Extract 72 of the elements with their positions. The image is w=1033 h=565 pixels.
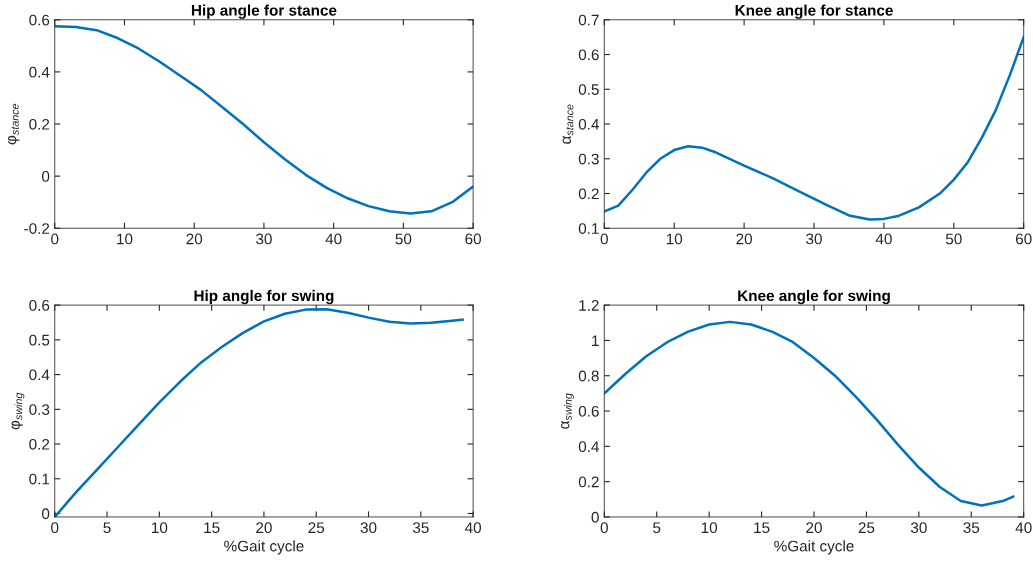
x-tick-label: 20 [736, 233, 752, 245]
y-axis-title: α$_{swing}$ [561, 393, 574, 429]
x-tick-label: 10 [152, 522, 168, 534]
x-tick-label: 50 [945, 233, 962, 245]
x-tick-label: 35 [963, 522, 980, 534]
y-tick-label: -0.2 [24, 223, 50, 234]
x-tick-label: 10 [117, 233, 133, 245]
x-tick-label: 10 [666, 233, 683, 245]
chart-title: Knee angle for swing [738, 289, 890, 305]
y-tick-label: 0.7 [578, 14, 599, 26]
x-tick-label: 0 [600, 233, 608, 245]
y-axis-title: φ$_{stance}$ [7, 103, 20, 145]
y-tick-label: 0.2 [29, 118, 50, 130]
y-tick-label: 0.8 [578, 370, 599, 382]
x-tick-label: 35 [412, 522, 429, 534]
x-tick-label: 15 [754, 522, 770, 534]
line-series [54, 25, 474, 215]
x-tick-label: 10 [701, 522, 718, 534]
y-tick-label: 0 [41, 171, 50, 182]
y-tick-label: 0 [591, 511, 599, 523]
y-tick-label: 0 [41, 508, 50, 520]
y-tick-label: 0.3 [29, 404, 50, 415]
y-tick-label: 0.1 [29, 473, 50, 485]
y-tick-label: 0.4 [578, 118, 599, 130]
x-tick-label: 0 [51, 522, 59, 534]
x-tick-label: 40 [325, 233, 342, 245]
line-series [54, 308, 464, 517]
x-tick-label: 50 [395, 233, 412, 245]
x-tick-label: 40 [464, 522, 482, 534]
x-tick-label: 30 [910, 522, 927, 534]
chart-title: Knee angle for stance [735, 4, 893, 19]
y-tick-label: 0.1 [578, 223, 599, 234]
y-tick-label: 0.2 [578, 188, 599, 200]
y-tick-label: 0.6 [29, 299, 50, 311]
y-axis-title: α$_{stance}$ [562, 104, 574, 144]
y-tick-label: 0.5 [29, 334, 50, 346]
x-tick-label: 20 [186, 233, 203, 245]
x-tick-label: 20 [806, 522, 822, 534]
line-series [604, 35, 1024, 221]
x-tick-label: 5 [653, 522, 661, 534]
y-tick-label: 0.3 [578, 153, 599, 165]
x-axis-title: %Gait cycle [224, 540, 304, 555]
x-tick-label: 0 [51, 233, 59, 245]
x-tick-label: 60 [465, 233, 482, 245]
x-tick-label: 40 [875, 233, 892, 245]
x-tick-label: 25 [858, 522, 875, 534]
chart-title: Hip angle for swing [194, 289, 334, 305]
y-tick-label: 0.6 [29, 14, 50, 26]
x-tick-label: 30 [360, 522, 377, 534]
y-tick-label: 0.5 [578, 84, 599, 95]
y-tick-label: 1 [592, 335, 599, 346]
y-tick-label: 0.2 [578, 476, 599, 488]
y-tick-label: 0.4 [29, 369, 50, 381]
x-tick-label: 40 [1015, 522, 1032, 534]
y-tick-label: 0.6 [578, 49, 599, 61]
x-tick-label: 20 [256, 522, 272, 534]
line-series [604, 320, 1015, 507]
chart-title: Hip angle for stance [191, 4, 337, 19]
x-tick-label: 0 [600, 522, 608, 534]
x-tick-label: 30 [806, 233, 822, 245]
y-tick-label: 1.2 [579, 299, 599, 311]
x-tick-label: 30 [256, 233, 272, 245]
y-tick-label: 0.2 [29, 438, 50, 450]
x-axis-title: %Gait cycle [774, 540, 854, 555]
x-tick-label: 5 [103, 522, 111, 534]
x-tick-label: 60 [1015, 233, 1032, 245]
y-axis-title: φ$_{swing}$ [11, 392, 25, 430]
y-tick-label: 0.4 [578, 441, 599, 453]
y-tick-label: 0.6 [578, 405, 599, 417]
x-tick-label: 15 [204, 522, 220, 534]
x-tick-label: 25 [308, 522, 325, 534]
y-tick-label: 0.4 [29, 66, 50, 78]
